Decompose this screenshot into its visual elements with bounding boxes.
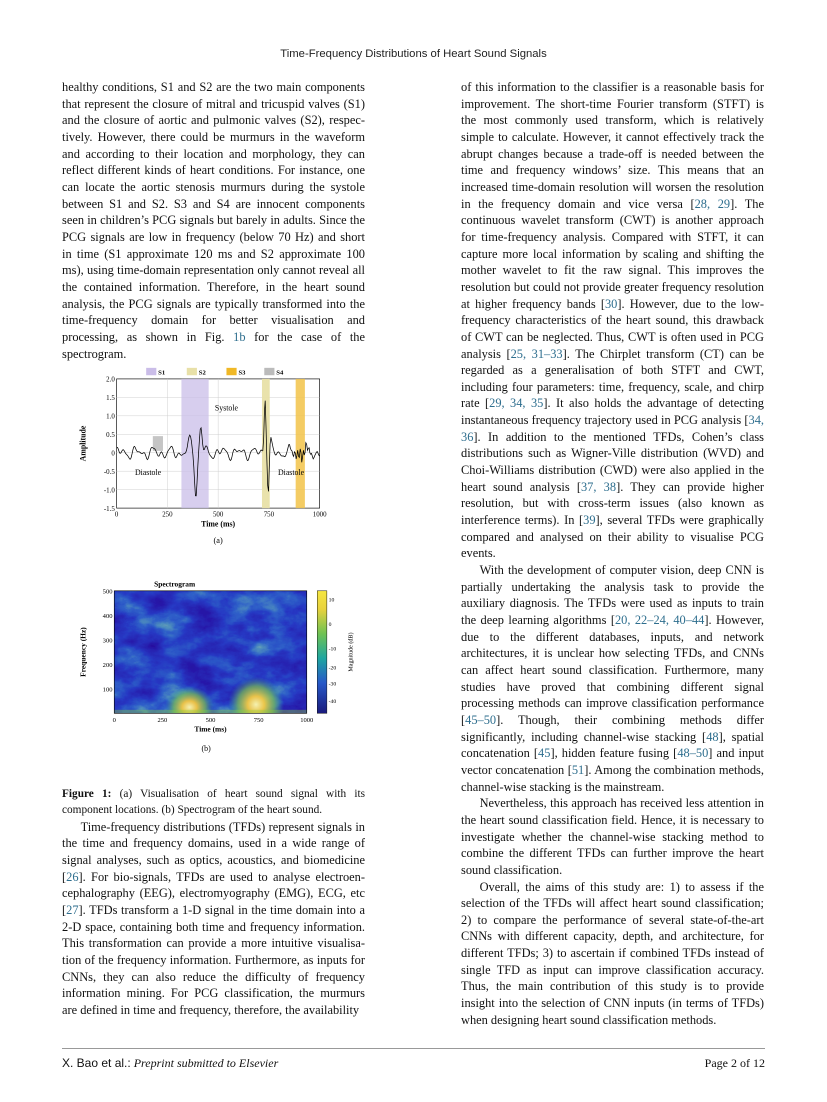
- svg-text:-1.5: -1.5: [103, 506, 114, 513]
- svg-text:400: 400: [102, 613, 113, 620]
- svg-text:0: 0: [114, 512, 118, 519]
- svg-text:2.0: 2.0: [106, 377, 115, 384]
- svg-text:500: 500: [205, 717, 216, 724]
- svg-text:0: 0: [111, 451, 115, 458]
- svg-text:(b): (b): [201, 744, 211, 753]
- svg-text:300: 300: [102, 638, 113, 645]
- svg-text:Frequency (Hz): Frequency (Hz): [78, 627, 87, 677]
- svg-text:-30: -30: [328, 681, 336, 687]
- svg-text:10: 10: [328, 597, 334, 603]
- svg-text:1000: 1000: [300, 717, 314, 724]
- svg-text:750: 750: [263, 512, 274, 519]
- svg-text:Spectrogram: Spectrogram: [154, 580, 196, 589]
- svg-text:Time (ms): Time (ms): [201, 520, 235, 529]
- svg-text:S2: S2: [198, 369, 206, 376]
- svg-text:-0.5: -0.5: [103, 469, 114, 476]
- svg-text:-40: -40: [328, 699, 336, 705]
- svg-text:-20: -20: [328, 666, 336, 672]
- svg-text:Amplitude: Amplitude: [78, 425, 87, 461]
- svg-text:500: 500: [212, 512, 223, 519]
- svg-text:-1.0: -1.0: [103, 488, 114, 495]
- svg-text:S1: S1: [158, 369, 165, 376]
- svg-text:500: 500: [102, 589, 113, 596]
- svg-text:100: 100: [102, 687, 113, 694]
- svg-text:Systole: Systole: [214, 403, 238, 412]
- svg-text:Diastole: Diastole: [134, 468, 161, 477]
- svg-text:250: 250: [162, 512, 173, 519]
- svg-text:0: 0: [112, 717, 116, 724]
- svg-text:S4: S4: [276, 369, 284, 376]
- svg-text:200: 200: [102, 662, 113, 669]
- svg-text:Diastole: Diastole: [278, 468, 305, 477]
- svg-text:1.5: 1.5: [106, 395, 115, 402]
- svg-text:Time (ms): Time (ms): [194, 725, 227, 734]
- svg-text:1.0: 1.0: [106, 414, 115, 421]
- svg-text:-10: -10: [328, 646, 336, 652]
- svg-text:1000: 1000: [312, 512, 326, 519]
- svg-text:(a): (a): [213, 536, 222, 545]
- svg-text:S3: S3: [238, 369, 246, 376]
- svg-text:0.5: 0.5: [106, 432, 115, 439]
- svg-text:0: 0: [328, 622, 331, 628]
- svg-text:Magnitude (dB): Magnitude (dB): [347, 633, 354, 672]
- svg-text:750: 750: [253, 717, 264, 724]
- svg-text:250: 250: [157, 717, 168, 724]
